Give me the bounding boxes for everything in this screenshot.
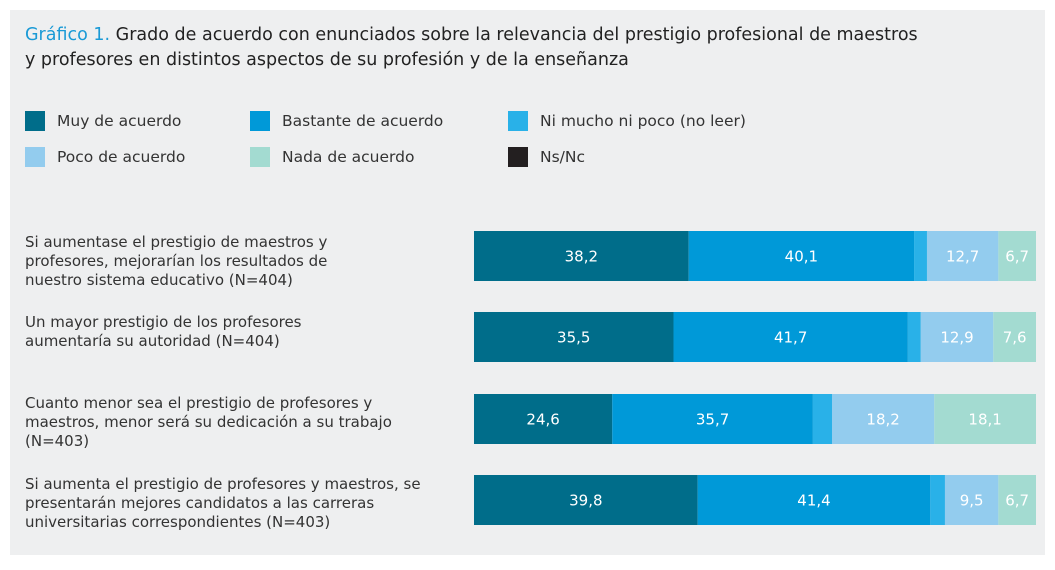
- legend-label: Nada de acuerdo: [282, 148, 415, 166]
- bar-segment: [926, 231, 999, 281]
- bar-segment: [944, 475, 999, 525]
- legend-swatch: [508, 147, 528, 167]
- value-label: 40,1: [785, 248, 818, 266]
- legend-entry: Bastante de acuerdo: [250, 111, 443, 131]
- bar-segment: [914, 231, 927, 281]
- legend-swatch: [250, 111, 270, 131]
- legend-label: Poco de acuerdo: [57, 148, 186, 166]
- legend-entry: Ns/Nc: [508, 147, 585, 167]
- legend-swatch: [25, 111, 45, 131]
- bar-segment: [688, 231, 915, 281]
- value-label: 41,4: [797, 492, 830, 510]
- bar-segment: [474, 312, 674, 362]
- legend-entry: Nada de acuerdo: [250, 147, 414, 167]
- value-label: 24,6: [526, 411, 559, 429]
- legend-swatch: [25, 147, 45, 167]
- value-label: 12,9: [940, 329, 973, 347]
- bar-segment: [697, 475, 931, 525]
- title-text: Grado de acuerdo con enunciados sobre la…: [25, 25, 918, 70]
- bar-segment: [993, 312, 1036, 362]
- legend-label: Ni mucho ni poco (no leer): [540, 112, 746, 130]
- bar-segment: [474, 475, 698, 525]
- value-label: 35,7: [696, 411, 729, 429]
- title-number: Gráfico 1.: [25, 25, 111, 45]
- legend-swatch: [250, 147, 270, 167]
- value-label: 35,5: [557, 329, 590, 347]
- value-label: 39,8: [569, 492, 602, 510]
- bar-segment: [474, 231, 689, 281]
- value-label: 38,2: [565, 248, 598, 266]
- bar-segment: [474, 394, 613, 444]
- value-label: 6,7: [1005, 248, 1029, 266]
- value-label: 6,7: [1005, 492, 1029, 510]
- legend-label: Muy de acuerdo: [57, 112, 182, 130]
- bar-segment: [934, 394, 1036, 444]
- value-label: 7,6: [1003, 329, 1027, 347]
- bar-segment: [998, 475, 1036, 525]
- legend-entry: Muy de acuerdo: [25, 111, 181, 131]
- value-label: 18,2: [866, 411, 899, 429]
- bar-segment: [831, 394, 935, 444]
- value-label: 9,5: [960, 492, 984, 510]
- bar-segment: [930, 475, 945, 525]
- legend-entry: Ni mucho ni poco (no leer): [508, 111, 746, 131]
- bar-segment: [920, 312, 994, 362]
- bar-segment: [907, 312, 921, 362]
- panel: [10, 10, 1045, 555]
- bar-segment: [612, 394, 813, 444]
- category-label: Si aumenta el prestigio de profesores y …: [25, 475, 421, 531]
- legend-entry: Poco de acuerdo: [25, 147, 185, 167]
- value-label: 12,7: [946, 248, 979, 266]
- legend-label: Bastante de acuerdo: [282, 112, 444, 130]
- category-label: Un mayor prestigio de los profesores aum…: [25, 313, 302, 350]
- category-label: Si aumentase el prestigio de maestros y …: [25, 233, 328, 289]
- legend-label: Ns/Nc: [540, 148, 586, 166]
- bar-segment: [673, 312, 908, 362]
- bar-segment: [998, 231, 1036, 281]
- value-label: 18,1: [968, 411, 1001, 429]
- legend-swatch: [508, 111, 528, 131]
- chart-title: Gráfico 1. Grado de acuerdo con enunciad…: [25, 23, 925, 73]
- bar-segment: [812, 394, 832, 444]
- value-label: 41,7: [774, 329, 807, 347]
- category-label: Cuanto menor sea el prestigio de profeso…: [25, 394, 392, 450]
